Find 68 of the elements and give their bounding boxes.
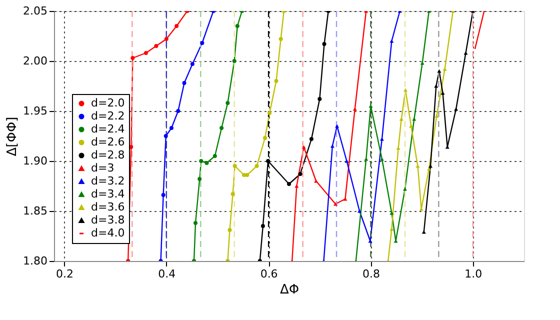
x-tick-label: 1.0: [464, 268, 482, 280]
point: [228, 228, 232, 232]
legend-label: d=3.2: [91, 174, 125, 188]
point: [268, 111, 272, 115]
line-series: [386, 11, 455, 261]
y-tick-label: 1.95: [23, 104, 48, 118]
legend-label: d=3.6: [91, 200, 125, 214]
point: [254, 164, 259, 168]
point: [226, 101, 230, 105]
point: [220, 126, 224, 130]
point: [176, 109, 180, 113]
point: [194, 221, 198, 225]
line-series: [158, 11, 216, 261]
point: [287, 182, 291, 186]
point: [274, 79, 278, 83]
legend-label: d=3: [91, 162, 114, 174]
point: [164, 134, 168, 138]
legend-label: d=4.0: [91, 226, 125, 240]
line-series: [192, 11, 244, 261]
point: [170, 126, 174, 130]
point: [318, 97, 322, 101]
point: [230, 192, 235, 196]
point: [232, 164, 237, 168]
point: [144, 51, 148, 55]
line-series: [354, 11, 431, 261]
legend-label: d=2.8: [91, 148, 125, 162]
point: [130, 56, 135, 60]
point: [200, 41, 204, 45]
x-tick-label: 0.6: [260, 268, 278, 280]
point: [154, 44, 158, 48]
point: [161, 193, 166, 197]
legend-label: d=2.0: [91, 96, 125, 110]
line-series: [226, 11, 286, 261]
legend-label: d=3.4: [91, 188, 125, 200]
point: [235, 24, 240, 28]
point: [266, 159, 270, 163]
point: [198, 177, 202, 181]
legend-label: d=2.2: [91, 110, 125, 122]
point: [174, 24, 179, 28]
point: [232, 59, 236, 63]
point: [164, 37, 168, 41]
point: [260, 224, 265, 228]
x-axis-title: ΔΦ: [280, 282, 300, 298]
x-tick-label: 0.4: [158, 268, 176, 280]
point: [298, 172, 302, 176]
y-tick-label: 2.05: [23, 4, 48, 18]
point: [199, 159, 204, 163]
y-tick-label: 2.00: [23, 54, 48, 68]
x-tick-label: 0.2: [56, 268, 74, 280]
point: [212, 154, 217, 158]
point: [190, 62, 194, 66]
point: [309, 137, 314, 141]
point: [278, 37, 283, 41]
y-axis-title: Δ[ΦΦ]: [5, 116, 20, 156]
x-tick-label: 0.8: [362, 268, 380, 280]
point: [245, 173, 250, 177]
legend-label: d=2.6: [91, 136, 125, 148]
y-tick-label: 1.90: [23, 154, 48, 168]
line-series: [322, 11, 402, 261]
legend-label: d=3.8: [91, 214, 125, 226]
y-tick-label: 1.85: [23, 204, 48, 218]
y-tick-label: 1.80: [23, 254, 48, 268]
legend-label: d=2.4: [91, 122, 125, 136]
point: [182, 81, 186, 85]
point: [322, 42, 326, 46]
point: [262, 136, 267, 140]
line-series: [290, 11, 368, 261]
point: [204, 161, 209, 165]
